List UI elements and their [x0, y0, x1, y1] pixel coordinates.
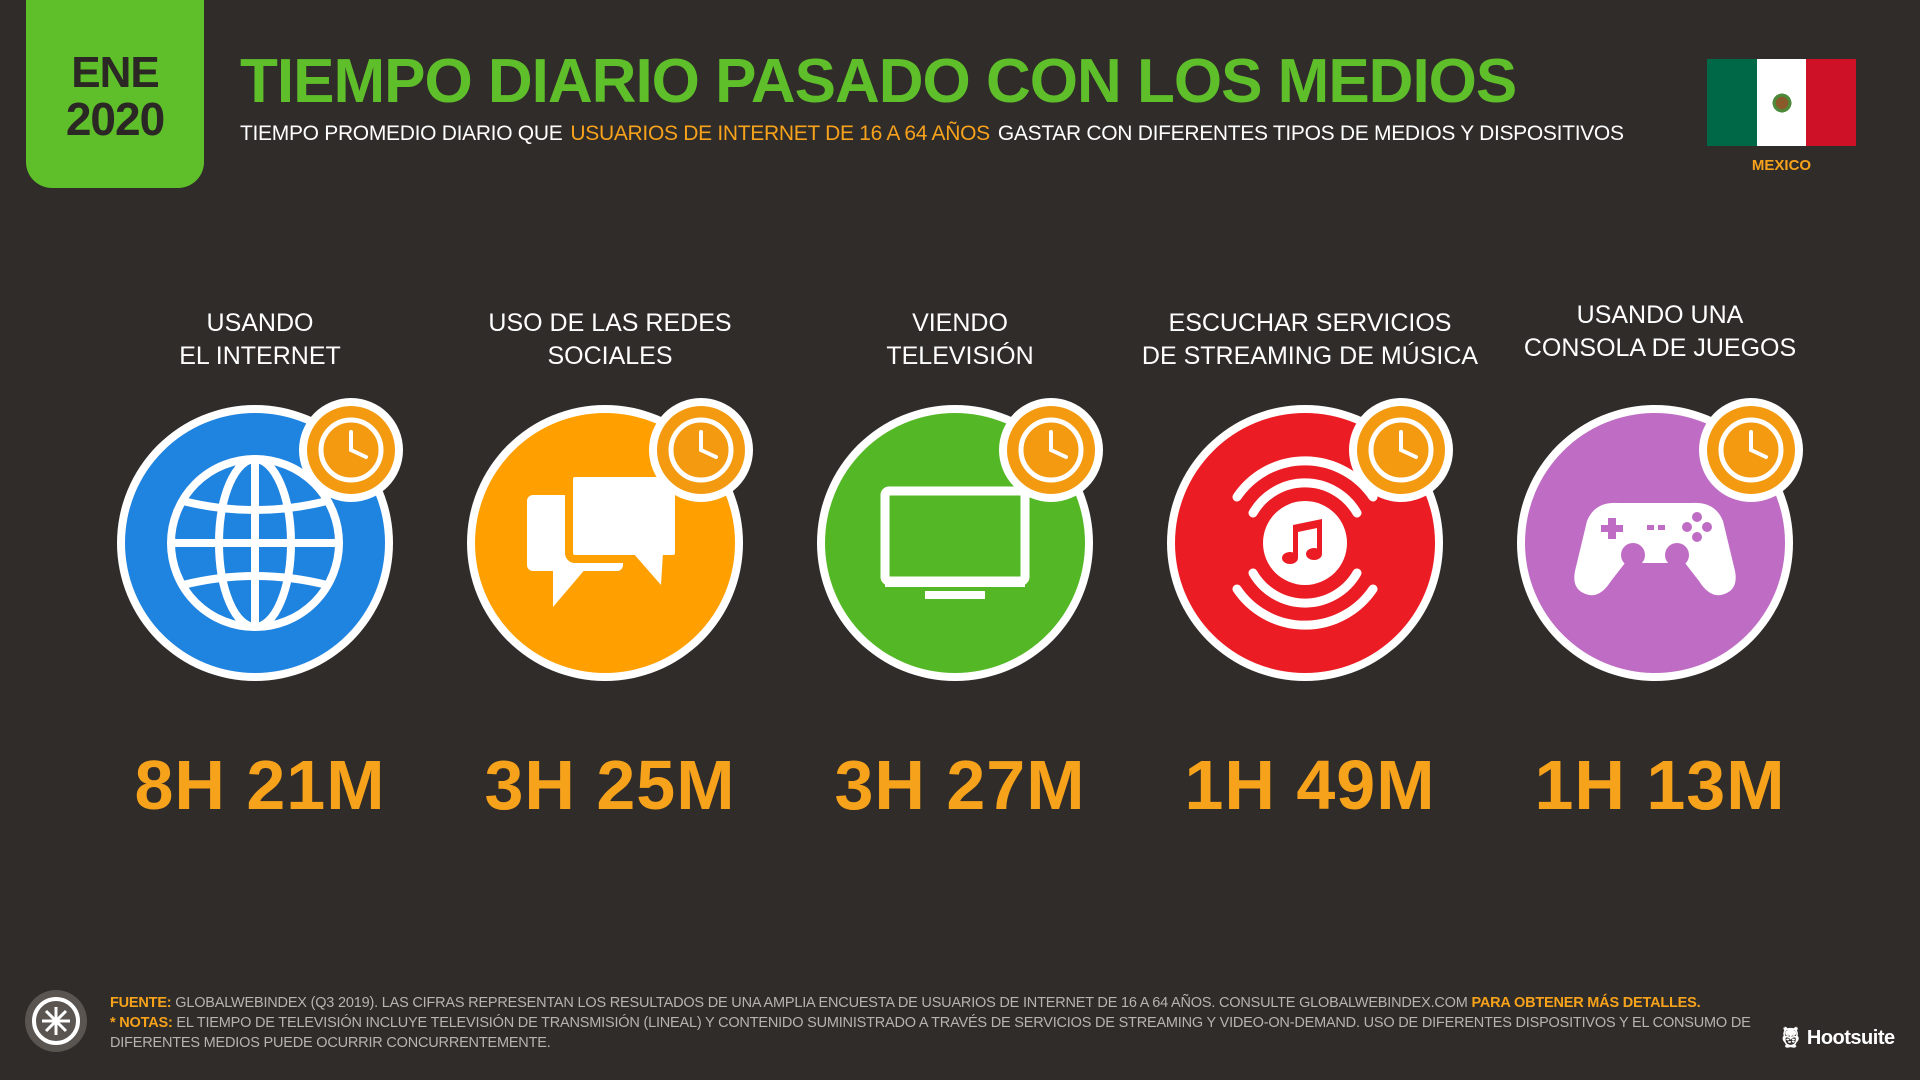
stat-value: 8H 21M	[134, 746, 386, 824]
globalwebindex-logo-icon	[25, 990, 87, 1052]
music-streaming-icon	[1167, 398, 1453, 681]
television-icon	[817, 398, 1103, 681]
page-title: TIEMPO DIARIO PASADO CON LOS MEDIOS	[240, 47, 1517, 116]
clock-icon	[1349, 398, 1453, 502]
footer-source-link[interactable]: PARA OBTENER MÁS DETALLES.	[1471, 995, 1701, 1011]
subtitle-pre: TIEMPO PROMEDIO DIARIO QUE	[240, 122, 563, 145]
chat-bubbles-icon	[467, 398, 753, 681]
globe-icon	[117, 398, 403, 681]
stat-label: VIENDO TELEVISIÓN	[785, 305, 1135, 375]
subtitle-post: GASTAR CON DIFERENTES TIPOS DE MEDIOS Y …	[997, 122, 1624, 145]
stat-label-line-1: USANDO UNA	[1576, 301, 1744, 329]
stat-label-line-1: VIENDO	[912, 309, 1008, 337]
stat-value: 3H 27M	[834, 746, 1086, 824]
badge-year: 2020	[65, 92, 165, 145]
country-name: MEXICO	[1751, 157, 1812, 174]
gamepad-icon	[1517, 398, 1803, 681]
stat-music-streaming: ESCUCHAR SERVICIOS DE STREAMING DE MÚSIC…	[1135, 305, 1485, 825]
stat-label-line-1: USANDO	[206, 309, 314, 337]
footer-notes: FUENTE: GLOBALWEBINDEX (Q3 2019). LAS CI…	[110, 993, 1770, 1053]
brand-name: Hootsuite	[1806, 1027, 1895, 1049]
stat-internet: USANDO EL INTERNET 8H 21M	[85, 305, 435, 825]
clock-icon	[299, 398, 403, 502]
stat-label: USANDO EL INTERNET	[85, 305, 435, 375]
badge-month: ENE	[71, 48, 159, 98]
clock-icon	[999, 398, 1103, 502]
stat-label-line-1: USO DE LAS REDES	[488, 309, 732, 337]
stat-label-line-1: ESCUCHAR SERVICIOS	[1168, 309, 1452, 337]
stat-social-media: USO DE LAS REDES SOCIALES 3H 25M	[435, 305, 785, 825]
page-subtitle: TIEMPO PROMEDIO DIARIO QUE USUARIOS DE IN…	[240, 122, 1624, 146]
footer-source: FUENTE: GLOBALWEBINDEX (Q3 2019). LAS CI…	[110, 993, 1770, 1013]
hootsuite-logo: 🦉︎ Hootsuite	[1778, 1025, 1895, 1050]
footer-notes-text: EL TIEMPO DE TELEVISIÓN INCLUYE TELEVISI…	[110, 1015, 1751, 1051]
subtitle-highlight: USUARIOS DE INTERNET DE 16 A 64 AÑOS	[570, 122, 990, 145]
stat-label-line-2: DE STREAMING DE MÚSICA	[1141, 342, 1479, 370]
stat-television: VIENDO TELEVISIÓN 3H 27M	[785, 305, 1135, 825]
clock-icon	[1699, 398, 1803, 502]
footer-source-key: FUENTE:	[110, 995, 172, 1011]
stat-value: 1H 49M	[1184, 746, 1436, 824]
stat-value: 3H 25M	[484, 746, 736, 824]
footer-source-text: GLOBALWEBINDEX (Q3 2019). LAS CIFRAS REP…	[175, 995, 1468, 1011]
footer-notes-line: * NOTAS: EL TIEMPO DE TELEVISIÓN INCLUYE…	[110, 1013, 1770, 1053]
stat-label-line-2: CONSOLA DE JUEGOS	[1523, 334, 1797, 362]
stat-label-line-2: SOCIALES	[547, 342, 673, 370]
date-badge: ENE 2020	[26, 0, 204, 188]
stat-label-line-2: TELEVISIÓN	[886, 342, 1034, 370]
mexico-flag-icon	[1707, 59, 1857, 146]
stat-label: USO DE LAS REDES SOCIALES	[435, 305, 785, 375]
stat-label: USANDO UNA CONSOLA DE JUEGOS	[1485, 297, 1835, 367]
stat-label: ESCUCHAR SERVICIOS DE STREAMING DE MÚSIC…	[1135, 305, 1485, 375]
stat-game-console: USANDO UNA CONSOLA DE JUEGOS	[1485, 301, 1835, 825]
owl-icon: 🦉︎	[1778, 1027, 1803, 1049]
footer-notes-key: * NOTAS:	[110, 1015, 173, 1031]
clock-icon	[649, 398, 753, 502]
stat-label-line-2: EL INTERNET	[179, 342, 341, 370]
stat-value: 1H 13M	[1534, 746, 1786, 824]
